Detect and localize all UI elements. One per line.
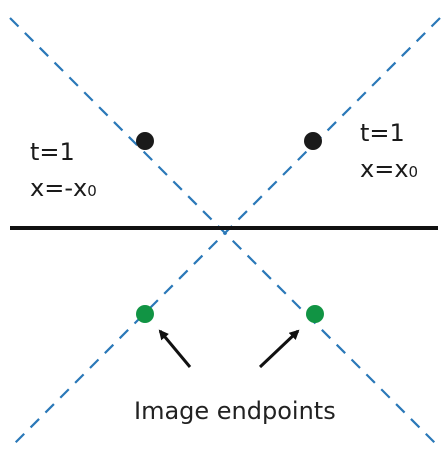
left-position-main: x=-x xyxy=(30,174,88,202)
left-position-label: x=-x0 xyxy=(30,176,97,200)
right-position-subscript: 0 xyxy=(408,163,419,181)
left-position-subscript: 0 xyxy=(87,182,97,200)
right-position-label: x=x0 xyxy=(360,157,418,181)
arrow-to-left-image xyxy=(158,329,192,368)
arrow-to-right-image xyxy=(258,329,300,369)
left-time-label: t=1 xyxy=(30,138,75,166)
image-endpoint-left xyxy=(136,305,154,323)
real-endpoint-left xyxy=(136,132,154,150)
real-endpoint-right xyxy=(304,132,322,150)
right-time-label: t=1 xyxy=(360,119,405,147)
dashed-line-ascending xyxy=(9,17,441,449)
image-endpoint-right xyxy=(306,305,324,323)
image-endpoints-caption: Image endpoints xyxy=(134,397,336,425)
right-position-main: x=x xyxy=(360,155,409,183)
